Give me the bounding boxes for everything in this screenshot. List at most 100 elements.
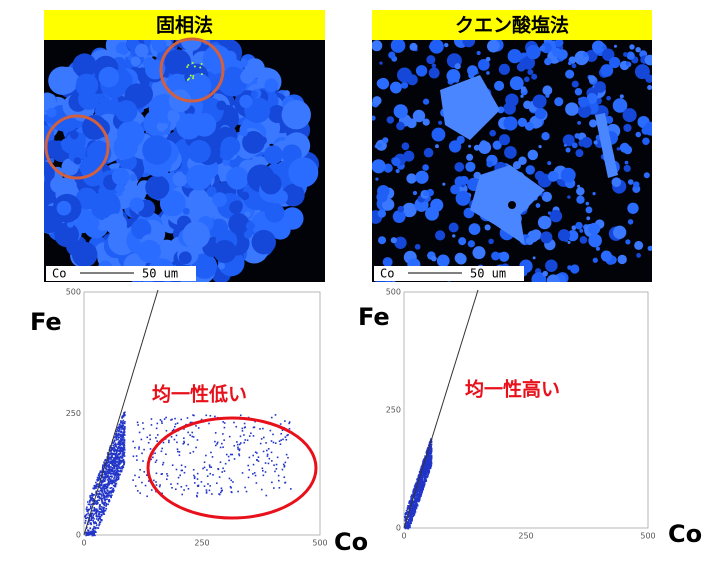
- point: [114, 462, 117, 465]
- point: [180, 418, 183, 421]
- point: [183, 440, 185, 443]
- point: [121, 443, 123, 446]
- point: [257, 460, 260, 463]
- grain: [531, 73, 538, 80]
- point: [119, 448, 121, 451]
- grain: [456, 135, 465, 144]
- point: [414, 511, 417, 513]
- point: [121, 421, 123, 423]
- grain: [470, 165, 545, 245]
- grain: [130, 185, 147, 202]
- point: [98, 486, 101, 489]
- point: [248, 435, 251, 437]
- point: [409, 513, 412, 515]
- point: [414, 491, 417, 494]
- grain: [592, 191, 596, 196]
- grain: [647, 84, 652, 90]
- grain: [73, 157, 82, 165]
- point: [116, 476, 119, 479]
- point: [104, 485, 107, 488]
- grain: [593, 140, 598, 145]
- point: [114, 442, 117, 445]
- point: [416, 494, 418, 497]
- point: [160, 473, 163, 475]
- grain: [498, 63, 510, 75]
- point: [410, 517, 413, 519]
- point: [114, 448, 117, 451]
- point: [406, 508, 409, 511]
- point: [416, 487, 419, 489]
- point: [95, 522, 97, 524]
- point: [117, 432, 120, 435]
- point: [97, 483, 99, 485]
- point: [406, 510, 409, 513]
- grain: [44, 92, 57, 111]
- point: [84, 515, 86, 518]
- point: [428, 467, 431, 469]
- micrograph: [44, 40, 325, 282]
- point: [174, 423, 177, 425]
- point: [98, 524, 100, 527]
- point: [421, 481, 424, 483]
- point: [98, 516, 101, 519]
- point: [195, 446, 197, 449]
- point: [276, 456, 279, 459]
- point: [421, 491, 423, 494]
- point: [424, 474, 426, 477]
- point: [105, 507, 108, 510]
- grain: [377, 209, 387, 218]
- point: [123, 463, 125, 466]
- point: [205, 492, 208, 494]
- point: [161, 422, 163, 424]
- point: [114, 443, 117, 446]
- point: [267, 462, 270, 465]
- point: [99, 504, 101, 506]
- grain: [622, 108, 637, 123]
- highlight: [146, 416, 318, 520]
- point: [120, 462, 122, 464]
- grain: [611, 177, 622, 188]
- point: [96, 500, 98, 503]
- point: [430, 454, 433, 457]
- point: [116, 443, 119, 446]
- grain: [524, 76, 530, 83]
- point: [142, 460, 144, 462]
- grain: [612, 98, 628, 113]
- point: [120, 424, 122, 427]
- point: [266, 455, 269, 457]
- point: [405, 524, 407, 527]
- point: [410, 511, 412, 514]
- scatter-points: [84, 411, 292, 537]
- point: [428, 469, 431, 472]
- point: [108, 484, 110, 486]
- point: [107, 500, 110, 502]
- grain: [401, 142, 410, 151]
- grain: [645, 74, 652, 83]
- hole: [508, 201, 516, 209]
- point: [99, 517, 102, 520]
- point: [409, 504, 411, 506]
- point: [112, 442, 114, 445]
- grain: [600, 64, 614, 77]
- point: [108, 457, 111, 459]
- point: [122, 427, 124, 430]
- point: [264, 471, 267, 473]
- point: [280, 439, 282, 441]
- point: [88, 514, 90, 516]
- point: [409, 500, 412, 503]
- grain: [518, 156, 527, 166]
- point: [115, 461, 117, 464]
- point: [429, 455, 432, 458]
- point: [241, 427, 244, 430]
- point: [428, 460, 431, 462]
- grain: [623, 164, 631, 173]
- point: [111, 459, 114, 462]
- point: [106, 486, 109, 489]
- grain: [186, 170, 197, 182]
- grain: [260, 172, 282, 195]
- grain: [115, 71, 133, 89]
- point: [409, 502, 411, 504]
- point: [115, 454, 118, 456]
- point: [112, 460, 114, 463]
- point: [418, 473, 420, 476]
